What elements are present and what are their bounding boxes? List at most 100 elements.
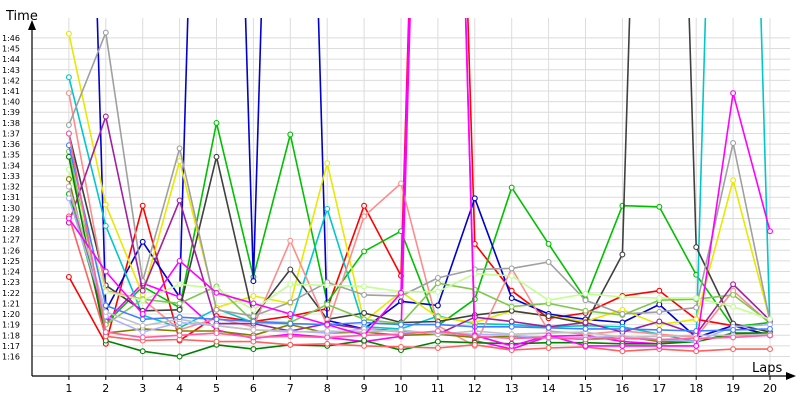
data-point bbox=[434, 328, 441, 334]
data-point bbox=[102, 113, 109, 120]
series-line-14 bbox=[68, 156, 770, 358]
x-tick-label: 18 bbox=[689, 382, 703, 395]
y-tick-label: 1:27 bbox=[2, 236, 20, 245]
data-point bbox=[361, 283, 368, 290]
data-point bbox=[361, 337, 368, 344]
data-point bbox=[619, 342, 626, 349]
data-point bbox=[508, 318, 515, 325]
data-point bbox=[545, 345, 552, 351]
data-point bbox=[619, 325, 626, 332]
data-point bbox=[250, 278, 257, 285]
data-point bbox=[250, 306, 257, 313]
data-point bbox=[176, 300, 183, 307]
x-tick-label: 11 bbox=[431, 382, 445, 395]
data-point bbox=[730, 140, 737, 146]
data-point bbox=[102, 329, 109, 336]
data-point bbox=[508, 303, 515, 310]
data-point bbox=[176, 332, 183, 339]
data-point bbox=[582, 290, 589, 297]
data-point bbox=[102, 308, 109, 315]
series-line-11 bbox=[68, 115, 771, 336]
data-point bbox=[656, 342, 663, 349]
data-point bbox=[65, 90, 72, 97]
data-point bbox=[693, 316, 700, 323]
data-point bbox=[434, 288, 441, 295]
data-point bbox=[730, 326, 737, 333]
series-line-1 bbox=[68, 18, 771, 345]
data-point bbox=[324, 160, 331, 167]
data-point bbox=[65, 122, 72, 128]
y-axis-title: Time bbox=[5, 9, 38, 24]
data-point bbox=[619, 294, 626, 300]
data-point bbox=[361, 202, 368, 209]
data-point bbox=[287, 237, 294, 244]
x-tick-label: 2 bbox=[102, 382, 109, 395]
data-point bbox=[582, 342, 589, 349]
data-point bbox=[250, 313, 257, 320]
data-point bbox=[102, 288, 109, 295]
x-tick-label: 6 bbox=[250, 382, 257, 395]
data-point bbox=[693, 342, 700, 349]
data-point bbox=[287, 320, 294, 327]
data-point bbox=[434, 338, 441, 345]
data-point bbox=[693, 348, 700, 355]
y-tick-label: 1:30 bbox=[2, 204, 20, 213]
data-point bbox=[582, 297, 589, 304]
x-tick-label: 17 bbox=[652, 382, 666, 395]
data-point bbox=[471, 333, 478, 340]
data-point bbox=[730, 303, 737, 310]
x-tick-label: 3 bbox=[139, 382, 146, 395]
data-point bbox=[508, 184, 515, 191]
data-point bbox=[102, 222, 109, 229]
x-tick-label: 12 bbox=[468, 382, 482, 395]
series-line-12 bbox=[68, 169, 771, 321]
data-point bbox=[545, 297, 552, 304]
data-point bbox=[324, 301, 331, 308]
data-point bbox=[693, 244, 700, 251]
y-tick-label: 1:18 bbox=[2, 331, 20, 340]
data-point bbox=[176, 197, 183, 204]
data-point bbox=[545, 334, 552, 341]
data-point bbox=[65, 74, 72, 81]
data-point bbox=[730, 90, 737, 97]
series-line-13 bbox=[68, 178, 770, 343]
x-axis-arrow bbox=[786, 372, 796, 380]
data-point bbox=[656, 203, 663, 210]
y-tick-label: 1:24 bbox=[2, 268, 20, 277]
data-point bbox=[287, 311, 294, 317]
data-point bbox=[287, 281, 294, 288]
data-point bbox=[324, 282, 331, 289]
data-point bbox=[250, 326, 257, 333]
data-point bbox=[693, 295, 700, 302]
data-point bbox=[361, 332, 368, 339]
data-point bbox=[730, 346, 737, 353]
data-point bbox=[324, 321, 331, 328]
data-point bbox=[324, 340, 331, 347]
data-point bbox=[693, 304, 700, 311]
data-point bbox=[65, 215, 72, 222]
y-tick-label: 1:19 bbox=[2, 321, 20, 330]
y-tick-label: 1:41 bbox=[2, 87, 20, 96]
data-point bbox=[361, 213, 368, 220]
y-tick-label: 1:46 bbox=[2, 34, 20, 43]
y-tick-label: 1:38 bbox=[2, 119, 20, 128]
data-point bbox=[582, 325, 589, 332]
data-point bbox=[324, 328, 331, 334]
y-tick-label: 1:28 bbox=[2, 225, 20, 234]
y-tick-label: 1:16 bbox=[2, 353, 20, 362]
data-point bbox=[434, 280, 441, 287]
x-tick-label: 9 bbox=[361, 382, 368, 395]
series-line-9 bbox=[68, 151, 771, 326]
y-tick-label: 1:42 bbox=[2, 76, 20, 85]
y-tick-label: 1:26 bbox=[2, 246, 20, 255]
data-point bbox=[361, 310, 368, 316]
axes: 1:16 1:17 1:181:19 1:20 1:211:22 1:231:24 1:25… bbox=[2, 20, 796, 395]
data-point bbox=[65, 130, 72, 137]
data-point bbox=[582, 336, 589, 343]
data-point bbox=[176, 257, 183, 264]
data-point bbox=[65, 183, 72, 190]
data-point bbox=[287, 333, 294, 340]
data-point bbox=[139, 311, 146, 317]
data-point bbox=[545, 240, 552, 247]
